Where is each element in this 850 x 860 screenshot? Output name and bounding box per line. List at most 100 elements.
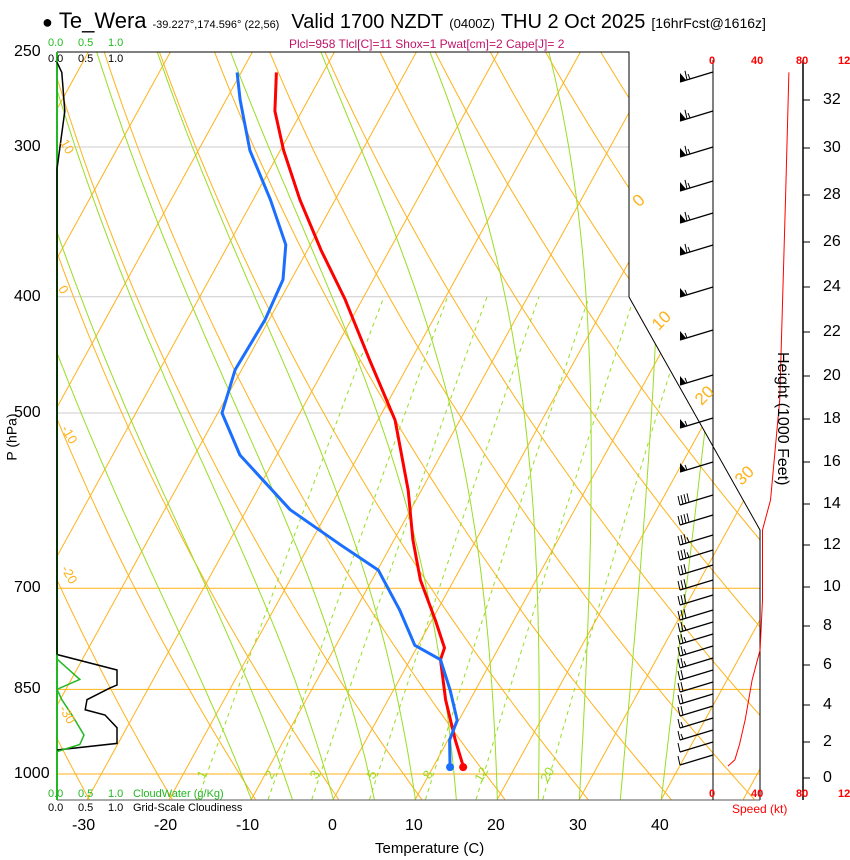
wind-barb-feather — [684, 109, 688, 120]
wind-barb-feather — [683, 549, 687, 559]
height-tick-label: 6 — [823, 656, 832, 673]
wind-barb — [677, 579, 714, 591]
wind-barb-feather — [687, 246, 691, 253]
temperature-tick-label: -30 — [72, 817, 96, 834]
cloudwater-scale-top-1: 1.0 — [108, 37, 124, 49]
wind-barb-feather — [680, 549, 684, 560]
wind-barb-staff — [679, 212, 714, 224]
temperature-line — [273, 72, 465, 767]
height-tick-label: 0 — [823, 769, 832, 786]
height-tick-label: 10 — [823, 578, 841, 595]
moist-adiabat-line — [149, 52, 416, 800]
wind-barb-feather — [677, 495, 681, 506]
wind-barb-feather — [677, 535, 681, 546]
wind-barb-feather — [677, 706, 681, 717]
dry-adiabat-line — [57, 52, 256, 800]
wind-barb-feather — [677, 565, 681, 576]
wind-barb — [677, 513, 714, 526]
isotherm-line — [660, 52, 760, 800]
valid-date: THU 2 Oct 2025 — [500, 11, 646, 33]
temperature-surface-point — [459, 763, 468, 772]
wind-barb — [677, 633, 714, 645]
cloudiness-scale-top-0: 0.0 — [48, 53, 64, 65]
wind-barb-feather — [684, 70, 688, 81]
wind-barb-feather — [680, 705, 684, 716]
wind-barb-staff — [679, 594, 714, 606]
wind-barb-feather — [683, 609, 687, 619]
height-tick-label: 12 — [823, 536, 841, 553]
wind-barb — [677, 621, 714, 633]
isotherm-line — [414, 52, 760, 800]
wind-barb-feather — [677, 622, 681, 633]
station-name: Te_Wera — [58, 8, 147, 33]
wind-barb — [679, 374, 714, 386]
wind-barb-pennant — [680, 182, 686, 191]
moist-adiabat-line — [89, 52, 375, 800]
height-tick-label: 24 — [823, 278, 841, 295]
dry-adiabat-line — [314, 52, 760, 800]
wind-barb-feather — [686, 552, 690, 558]
wind-barb-feather — [684, 464, 688, 471]
height-tick-label: 14 — [823, 495, 841, 512]
wind-barb-feather — [677, 755, 681, 766]
wind-barb-feather — [686, 513, 690, 523]
wind-barb — [679, 461, 714, 473]
wind-barb-feather — [677, 550, 681, 561]
wind-barb-staff — [679, 514, 714, 526]
wind-barb-staff — [679, 681, 714, 693]
wind-barb-staff — [679, 417, 714, 429]
isotherm-line — [57, 52, 347, 800]
wind-barb-staff — [679, 621, 714, 633]
wind-barb — [677, 645, 714, 657]
wind-barb-staff — [679, 717, 714, 729]
dry-adiabat-line — [424, 52, 760, 800]
wind-barb-staff — [679, 705, 714, 717]
wind-barb-feather — [677, 682, 681, 693]
dry-adiabat-line — [478, 52, 760, 800]
wind-barb — [677, 717, 714, 729]
pressure-tick-label: 1000 — [14, 764, 50, 782]
mixing-ratio-line — [311, 296, 488, 800]
wind-barb-feather — [687, 73, 691, 80]
wind-barb-feather — [687, 112, 691, 119]
wind-barb-pennant — [680, 288, 686, 297]
wind-barb-feather — [680, 721, 684, 728]
wind-barb-pennant — [680, 214, 686, 223]
wind-barb-feather — [680, 534, 684, 545]
pressure-tick-label: 400 — [14, 287, 41, 305]
wind-barb-feather — [680, 657, 684, 668]
isotherm-line — [57, 52, 183, 800]
wind-barb — [679, 109, 714, 122]
cloudwater-label: CloudWater (g/Kg) — [133, 788, 224, 800]
height-tick-label: 26 — [823, 233, 841, 250]
wind-barb-feather — [687, 214, 691, 221]
speed-tick-label-bottom: 80 — [796, 788, 809, 800]
moist-adiabat-line — [660, 52, 745, 800]
cloudwater-line — [55, 654, 85, 753]
height-tick-label: 18 — [823, 410, 841, 427]
wind-barb-feather — [680, 609, 684, 620]
wind-barb-pennant — [680, 331, 686, 340]
wind-barb-feather — [677, 658, 681, 669]
temperature-tick-label: 30 — [569, 817, 587, 834]
pressure-tick-label: 700 — [14, 579, 41, 597]
speed-tick-label-bottom: 40 — [751, 788, 764, 800]
dewpoint-surface-point — [446, 763, 455, 772]
wind-barb-staff — [679, 633, 714, 645]
wind-barb-feather — [686, 493, 690, 503]
speed-tick-label-bottom: 12 — [838, 788, 850, 800]
isotherm-line — [578, 52, 760, 800]
wind-barb — [679, 243, 714, 256]
station-bullet-icon: ● — [42, 12, 53, 32]
mixing-ratio-line — [425, 296, 590, 800]
height-tick-label: 8 — [823, 617, 832, 634]
wind-barb-staff — [679, 534, 714, 546]
wind-barb-feather — [683, 564, 687, 574]
cloudwater-scale-top-05: 0.5 — [78, 37, 94, 49]
wind-barb — [679, 145, 714, 158]
wind-barb-feather — [684, 179, 688, 190]
cloudiness-scale-bottom-1: 1.0 — [108, 802, 124, 814]
wind-barb-staff — [679, 693, 714, 705]
wind-barb-pennant — [680, 419, 686, 428]
wind-barb-staff — [679, 461, 714, 473]
